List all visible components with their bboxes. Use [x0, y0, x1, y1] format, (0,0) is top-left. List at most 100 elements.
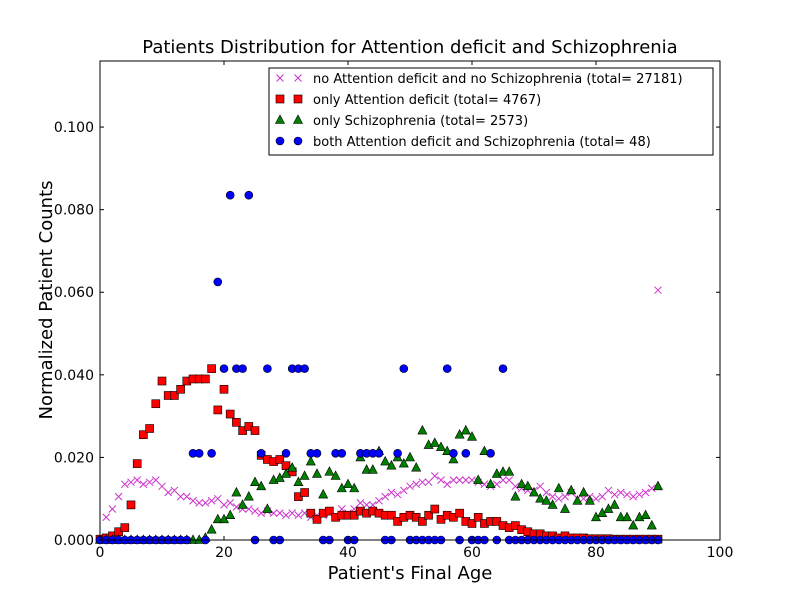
data-point [598, 492, 607, 501]
data-point [460, 424, 471, 435]
legend-marker [275, 114, 285, 124]
data-point [102, 513, 111, 522]
data-point [108, 505, 117, 513]
legend: no Attention deficit and no Schizophreni… [268, 67, 714, 156]
data-point [424, 478, 433, 487]
data-point [418, 517, 427, 526]
data-point [375, 496, 383, 505]
data-point [641, 488, 650, 497]
y-tick-label: 0.060 [54, 285, 94, 301]
data-point [281, 448, 291, 458]
legend-marker [293, 136, 303, 146]
data-point [405, 451, 415, 462]
x-tick-label: 0 [96, 545, 105, 561]
data-point [225, 509, 236, 520]
legend-marker [275, 136, 285, 146]
legend-box [268, 67, 714, 156]
data-point [647, 484, 656, 493]
data-point [294, 511, 303, 520]
data-point [411, 462, 422, 472]
legend-marker [294, 74, 302, 82]
y-tick-label: 0.040 [54, 368, 94, 384]
data-point [151, 399, 161, 409]
data-point [133, 476, 142, 484]
data-point [325, 506, 334, 516]
axis-ticks: 0 20 40 60 80 100 0.000 0.020 0.040 0.060 0.080 0.1… [54, 61, 733, 561]
legend-marker [293, 94, 303, 104]
y-tick-label: 0.080 [54, 203, 94, 219]
data-point [399, 364, 409, 373]
data-point [542, 488, 551, 497]
data-point [635, 490, 644, 499]
data-point [399, 486, 408, 495]
data-point [436, 441, 446, 451]
data-point [406, 482, 414, 491]
data-point [213, 405, 223, 415]
data-point [498, 466, 508, 476]
data-point [300, 488, 309, 497]
data-point [535, 493, 546, 503]
data-point [516, 478, 527, 489]
data-point [449, 448, 458, 458]
y-tick-label: 0.020 [54, 450, 94, 466]
data-point [237, 499, 248, 509]
data-point [330, 470, 341, 480]
data-point [176, 492, 185, 501]
data-point [139, 430, 148, 440]
data-point [225, 409, 235, 419]
data-point [467, 519, 477, 528]
data-point [393, 490, 402, 499]
data-point [120, 480, 129, 489]
data-point [616, 488, 625, 497]
data-point [449, 476, 458, 484]
data-point [579, 494, 588, 503]
data-point [653, 480, 663, 491]
data-point [522, 480, 533, 491]
data-point [461, 448, 471, 458]
data-point [262, 503, 273, 513]
data-point [207, 448, 216, 458]
data-point [201, 374, 210, 384]
data-marks [95, 190, 663, 545]
data-point [610, 490, 619, 499]
data-point [592, 494, 600, 503]
data-point [498, 364, 508, 373]
data-point [381, 492, 390, 501]
data-point [511, 482, 520, 491]
data-point [232, 503, 241, 511]
data-point [473, 474, 484, 484]
data-point [293, 476, 304, 486]
data-point [164, 488, 173, 497]
data-point [212, 513, 223, 524]
data-point [312, 448, 322, 458]
y-tick-label: 0.100 [54, 120, 94, 136]
data-point [640, 509, 651, 520]
data-point [225, 190, 235, 200]
data-point [226, 498, 235, 507]
data-point [250, 476, 260, 486]
data-point [312, 468, 322, 478]
data-point [455, 476, 464, 484]
data-point [485, 478, 496, 489]
data-point [250, 426, 260, 435]
data-point [238, 364, 247, 373]
data-point [343, 478, 353, 489]
legend-label: only Schizophrenia (total= 2573) [313, 114, 528, 129]
data-point [299, 470, 310, 480]
chart-title: Patients Distribution for Attention defi… [142, 37, 677, 58]
data-point [499, 476, 507, 484]
data-point [139, 480, 148, 489]
data-point [623, 490, 631, 499]
data-point [547, 499, 558, 509]
data-point [367, 464, 378, 474]
data-point [398, 457, 409, 468]
data-point [510, 491, 521, 501]
data-point [213, 494, 222, 503]
data-point [553, 482, 564, 493]
data-point [231, 486, 242, 497]
data-point [393, 448, 402, 458]
data-point [256, 448, 266, 458]
data-point [170, 391, 179, 400]
x-tick-label: 20 [215, 545, 233, 561]
